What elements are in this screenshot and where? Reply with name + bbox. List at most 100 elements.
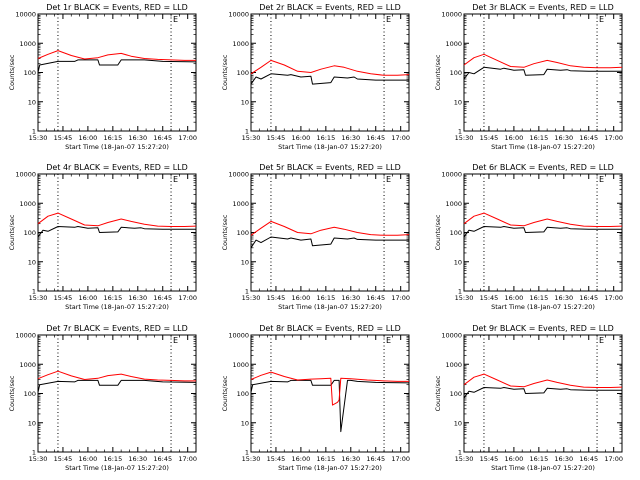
y-tick-label: 1000	[445, 40, 462, 48]
detector-panel-6: Det 6r BLACK = Events, RED = LLD 1 10 100 10…	[434, 163, 623, 311]
marker-label: E	[599, 15, 604, 24]
x-tick-label: 16:15	[316, 455, 335, 463]
y-tick-label: 10	[241, 98, 249, 106]
panel-title: Det 8r BLACK = Events, RED = LLD	[259, 324, 401, 333]
detector-panel-9: Det 9r BLACK = Events, RED = LLD 1 10 100 10…	[434, 324, 623, 472]
marker-label: E	[173, 15, 178, 24]
y-axis-label: Counts/sec	[8, 214, 16, 250]
x-tick-label: 17:00	[178, 455, 197, 463]
x-tick-label: 16:30	[554, 134, 573, 142]
x-tick-label: 15:30	[29, 294, 48, 302]
plot-frame	[250, 13, 410, 132]
x-tick-label: 16:00	[79, 134, 98, 142]
events-rate-line	[250, 73, 409, 85]
y-axis-label: Counts/sec	[434, 214, 442, 250]
x-tick-label: 17:00	[391, 294, 410, 302]
lld-rate-line	[37, 370, 196, 382]
x-tick-label: 15:45	[54, 455, 73, 463]
x-tick-label: 15:30	[29, 134, 48, 142]
x-tick-label: 15:30	[242, 134, 261, 142]
x-tick-label: 15:30	[242, 294, 261, 302]
events-rate-line	[37, 226, 196, 238]
x-tick-label: 15:30	[29, 455, 48, 463]
x-tick-label: 16:45	[579, 294, 598, 302]
x-tick-label: 16:00	[505, 455, 524, 463]
plot-frame	[250, 334, 410, 453]
x-axis-label: Start Time (18-Jan-07 15:27:20)	[491, 303, 595, 311]
y-axis-label: Counts/sec	[221, 54, 229, 90]
lld-rate-line	[250, 220, 410, 236]
panel-title: Det 6r BLACK = Events, RED = LLD	[472, 163, 614, 172]
detector-panel-3: Det 3r BLACK = Events, RED = LLD 1 10 100 10…	[434, 3, 623, 151]
y-tick-label: 100	[237, 69, 249, 77]
x-tick-label: 16:15	[103, 134, 122, 142]
y-tick-label: 1000	[445, 200, 462, 208]
y-tick-label: 1000	[445, 361, 462, 369]
events-rate-line	[37, 379, 197, 393]
y-tick-label: 10000	[441, 332, 462, 340]
y-tick-label: 1000	[19, 200, 36, 208]
x-tick-label: 17:00	[178, 134, 197, 142]
x-tick-label: 15:30	[455, 294, 474, 302]
y-tick-label: 100	[24, 390, 36, 398]
events-rate-line	[463, 226, 622, 238]
x-tick-label: 16:00	[505, 294, 524, 302]
y-tick-label: 1	[458, 449, 462, 457]
events-rate-line	[250, 236, 409, 249]
x-tick-label: 16:45	[153, 134, 172, 142]
x-axis-label: Start Time (18-Jan-07 15:27:20)	[65, 464, 169, 472]
marker-label: E	[599, 336, 604, 345]
lld-rate-line	[37, 212, 197, 227]
marker-label: E	[599, 175, 604, 184]
x-tick-label: 16:30	[128, 455, 147, 463]
plot-frame	[250, 173, 410, 292]
y-tick-label: 100	[237, 390, 249, 398]
x-tick-label: 16:00	[292, 455, 311, 463]
y-axis-label: Counts/sec	[434, 54, 442, 90]
y-tick-label: 10	[454, 258, 462, 266]
y-axis-label: Counts/sec	[221, 375, 229, 411]
plot-frame	[37, 334, 197, 453]
detector-panel-2: Det 2r BLACK = Events, RED = LLD 1 10 100 10…	[221, 3, 410, 151]
x-tick-label: 15:30	[455, 455, 474, 463]
panel-title: Det 9r BLACK = Events, RED = LLD	[472, 324, 614, 333]
y-tick-label: 10000	[228, 171, 249, 179]
x-tick-label: 15:45	[267, 134, 286, 142]
y-tick-label: 1000	[232, 40, 249, 48]
y-axis-label: Counts/sec	[221, 214, 229, 250]
y-tick-label: 10	[241, 258, 249, 266]
y-tick-label: 10000	[15, 11, 36, 19]
detector-panel-1: Det 1r BLACK = Events, RED = LLD 1 10 100 10…	[8, 3, 197, 151]
events-rate-line	[250, 379, 410, 433]
x-tick-label: 15:45	[54, 294, 73, 302]
y-tick-label: 1000	[19, 361, 36, 369]
y-tick-label: 100	[237, 229, 249, 237]
x-tick-label: 16:15	[103, 455, 122, 463]
x-tick-label: 16:45	[366, 134, 385, 142]
plot-frame	[37, 13, 197, 132]
lld-rate-line	[37, 50, 196, 61]
y-tick-label: 10	[28, 258, 36, 266]
x-tick-label: 16:45	[579, 134, 598, 142]
x-tick-label: 15:45	[54, 134, 73, 142]
y-tick-label: 1	[245, 449, 249, 457]
x-tick-label: 16:30	[554, 294, 573, 302]
lld-rate-line	[250, 371, 409, 406]
panel-title: Det 3r BLACK = Events, RED = LLD	[472, 3, 614, 12]
lld-rate-line	[463, 373, 623, 388]
x-tick-label: 15:45	[267, 294, 286, 302]
marker-label: E	[173, 175, 178, 184]
x-tick-label: 16:45	[579, 455, 598, 463]
events-rate-line	[37, 59, 197, 73]
marker-label: E	[173, 336, 178, 345]
x-axis-label: Start Time (18-Jan-07 15:27:20)	[491, 464, 595, 472]
x-tick-label: 16:45	[153, 294, 172, 302]
x-tick-label: 15:45	[480, 294, 499, 302]
x-tick-label: 16:45	[366, 294, 385, 302]
x-tick-label: 17:00	[604, 455, 623, 463]
detector-panel-4: Det 4r BLACK = Events, RED = LLD 1 10 100 10…	[8, 163, 197, 311]
y-tick-label: 100	[450, 390, 462, 398]
detector-panel-7: Det 7r BLACK = Events, RED = LLD 1 10 100 10…	[8, 324, 197, 472]
x-tick-label: 17:00	[391, 455, 410, 463]
